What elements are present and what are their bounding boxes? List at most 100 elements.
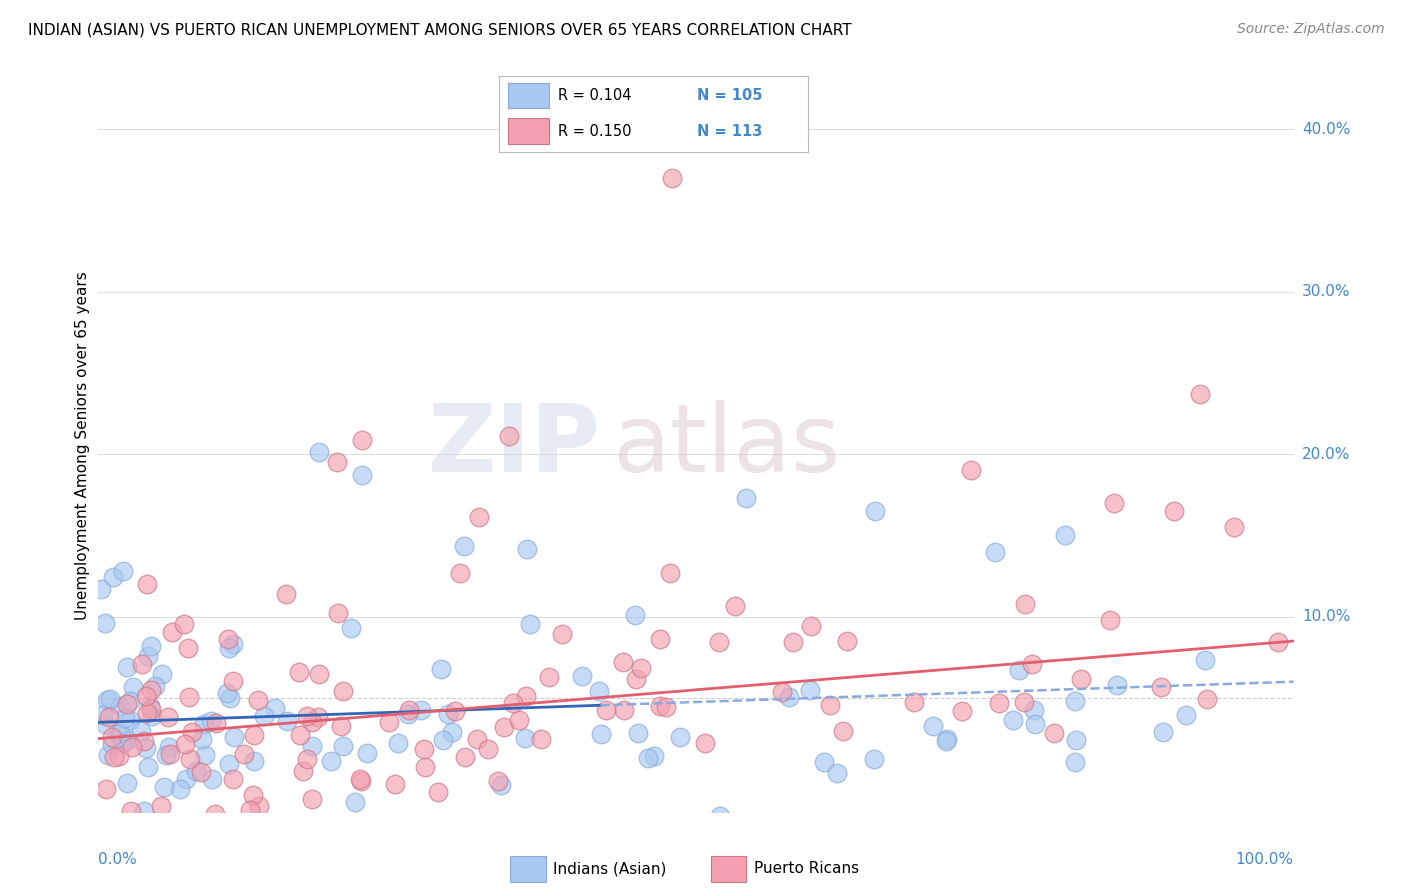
Point <box>1063 694 1085 708</box>
Point <box>326 455 349 469</box>
Point <box>297 708 319 723</box>
Point <box>222 673 245 688</box>
Point <box>131 723 153 738</box>
Point <box>1163 504 1185 518</box>
Point <box>157 739 180 754</box>
Point <box>139 698 162 713</box>
Point <box>136 648 159 663</box>
Point <box>1014 597 1036 611</box>
Point <box>396 706 419 721</box>
Text: 40.0%: 40.0% <box>1302 121 1350 136</box>
Point <box>325 821 347 835</box>
Point <box>492 721 515 735</box>
Point <box>141 708 163 723</box>
Point <box>350 433 373 447</box>
Point <box>217 686 239 700</box>
Point <box>349 772 371 787</box>
Point <box>157 710 180 724</box>
Point <box>239 803 262 817</box>
Bar <box>509 83 548 109</box>
Point <box>132 804 155 818</box>
Point <box>340 621 363 635</box>
Point <box>136 706 159 720</box>
Point <box>655 700 678 714</box>
Point <box>150 667 173 681</box>
Point <box>174 737 197 751</box>
Point <box>332 683 354 698</box>
Point <box>332 739 354 753</box>
Point <box>637 751 659 765</box>
Point <box>194 747 217 762</box>
Point <box>498 429 520 443</box>
Text: 30.0%: 30.0% <box>1302 284 1350 299</box>
Text: 10.0%: 10.0% <box>1302 609 1350 624</box>
Point <box>588 684 610 698</box>
Point <box>200 714 222 728</box>
Point <box>94 717 117 731</box>
Point <box>107 749 129 764</box>
Point <box>935 734 957 748</box>
Point <box>1195 691 1218 706</box>
Point <box>308 445 330 459</box>
Point <box>131 657 153 672</box>
Point <box>98 710 121 724</box>
Point <box>1053 528 1076 542</box>
Point <box>143 679 166 693</box>
Point <box>508 713 530 727</box>
Point <box>987 696 1010 710</box>
Bar <box>711 855 747 882</box>
Point <box>723 599 745 613</box>
Point <box>247 799 270 814</box>
Point <box>97 747 120 762</box>
Text: R = 0.104: R = 0.104 <box>558 88 631 103</box>
Bar <box>510 855 546 882</box>
Point <box>139 683 162 698</box>
Point <box>98 692 121 706</box>
Point <box>960 463 983 477</box>
Point <box>735 491 758 505</box>
Point <box>695 736 717 750</box>
Point <box>984 544 1007 558</box>
Point <box>177 641 200 656</box>
Point <box>1064 732 1087 747</box>
Text: Puerto Ricans: Puerto Ricans <box>754 862 859 876</box>
Point <box>936 731 959 746</box>
Point <box>177 690 200 704</box>
Point <box>1008 663 1031 677</box>
Point <box>440 724 463 739</box>
Text: N = 113: N = 113 <box>697 124 762 138</box>
Point <box>818 698 841 713</box>
Point <box>1063 755 1085 769</box>
Point <box>118 694 141 708</box>
Point <box>778 690 800 704</box>
Point <box>96 782 118 797</box>
Point <box>413 760 436 774</box>
Point <box>204 806 226 821</box>
Point <box>1043 726 1066 740</box>
Point <box>243 728 266 742</box>
Point <box>135 741 157 756</box>
Point <box>173 617 195 632</box>
Point <box>411 703 433 717</box>
Point <box>138 821 160 835</box>
Point <box>800 619 823 633</box>
Point <box>1024 717 1046 731</box>
Text: Source: ZipAtlas.com: Source: ZipAtlas.com <box>1237 22 1385 37</box>
Point <box>865 504 887 518</box>
Point <box>863 752 886 766</box>
Point <box>429 662 451 676</box>
Point <box>224 731 246 745</box>
Point <box>121 680 143 694</box>
Point <box>658 566 681 580</box>
Point <box>288 665 311 679</box>
Text: 20.0%: 20.0% <box>1302 447 1350 462</box>
Point <box>1012 695 1035 709</box>
Point <box>169 781 191 796</box>
Point <box>329 719 352 733</box>
Point <box>96 693 118 707</box>
Point <box>350 773 373 788</box>
Point <box>832 724 855 739</box>
Point <box>1021 657 1043 671</box>
Point <box>307 709 329 723</box>
Text: 0.0%: 0.0% <box>98 852 138 867</box>
